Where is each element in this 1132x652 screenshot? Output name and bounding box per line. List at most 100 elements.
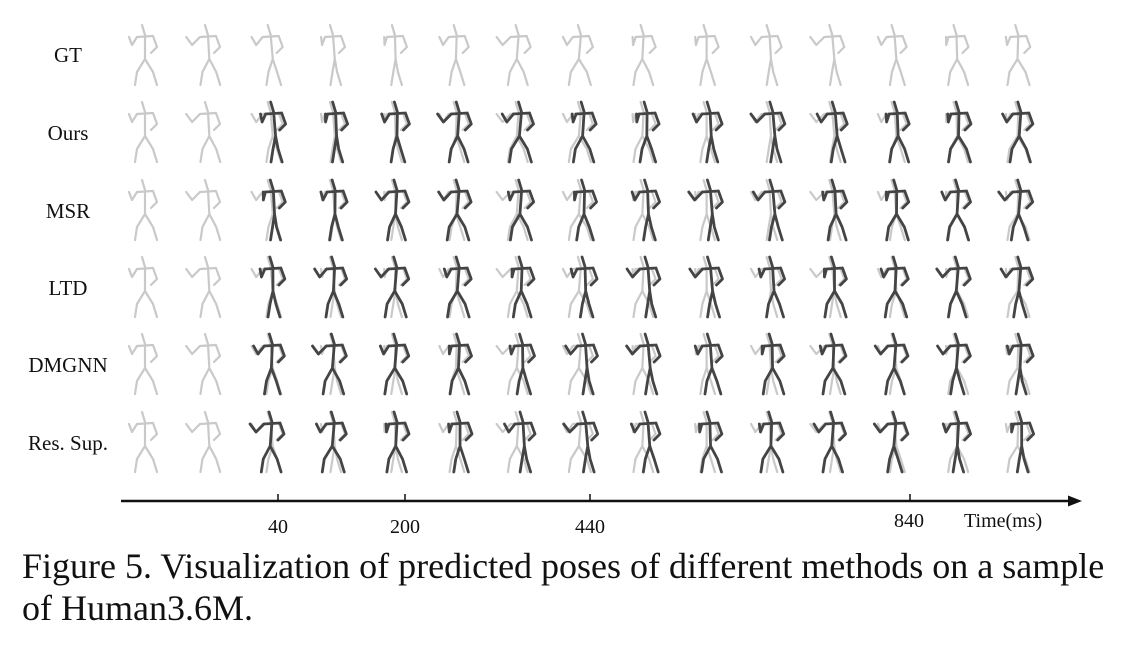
pose-frame — [1004, 332, 1035, 396]
pose-frame — [561, 178, 598, 242]
pose-frame — [749, 178, 787, 242]
pose-frame — [876, 100, 911, 164]
row-label-ltd: LTD — [48, 276, 88, 300]
pose-frame — [809, 410, 848, 474]
pose-frame — [749, 410, 786, 474]
axis-tick-label-200: 200 — [390, 516, 420, 538]
pose-frame — [315, 410, 348, 474]
pose-frame — [438, 410, 474, 474]
pose-frame — [185, 23, 222, 87]
pose-frame — [693, 332, 724, 396]
pose-frame — [438, 332, 473, 396]
pose-frame — [250, 23, 284, 87]
pose-frame — [629, 410, 662, 474]
row-label-gt: GT — [54, 43, 82, 67]
axis-tick-label-40: 40 — [268, 516, 288, 538]
pose-frame — [809, 332, 848, 396]
pose-frame — [631, 23, 657, 87]
pose-frame — [127, 410, 159, 474]
time-axis-arrowhead — [1068, 495, 1082, 507]
pose-frame — [495, 332, 536, 396]
pose-frame — [436, 100, 473, 164]
pose-frame — [373, 255, 411, 319]
pose-frame — [495, 410, 537, 474]
pose-frame — [250, 100, 288, 164]
pose-frame — [625, 255, 662, 319]
pose-frame — [320, 100, 350, 164]
axis-tick-label-840: 840 — [894, 510, 924, 532]
pose-frame — [495, 255, 536, 319]
pose-frame — [561, 255, 599, 319]
pose-frame — [495, 23, 532, 87]
pose-frame — [935, 255, 972, 319]
pose-frame — [319, 178, 349, 242]
pose-frame — [185, 100, 222, 164]
pose-frame — [185, 332, 222, 396]
pose-frame — [374, 178, 411, 242]
pose-frame — [561, 100, 598, 164]
pose-frame — [687, 178, 724, 242]
row-label-ours: Ours — [47, 121, 89, 145]
pose-grid — [121, 23, 1082, 507]
pose-frame — [127, 178, 159, 242]
pose-frame — [694, 23, 720, 87]
pose-frame — [561, 332, 599, 396]
axis-title: Time(ms) — [964, 510, 1043, 532]
pose-frame — [495, 178, 536, 242]
row-label-dmgnn: DMGNN — [28, 353, 108, 377]
pose-frame — [383, 410, 411, 474]
pose-frame — [383, 23, 409, 87]
pose-frame — [749, 332, 786, 396]
pose-frame — [749, 100, 787, 164]
pose-frame — [1001, 100, 1035, 164]
pose-frame — [185, 410, 222, 474]
pose-frame — [1004, 410, 1036, 474]
pose-frame — [495, 100, 535, 164]
pose-frame — [936, 332, 972, 396]
pose-frame — [630, 178, 661, 242]
row-label-res-sup: Res. Sup. — [28, 431, 108, 455]
pose-frame — [809, 23, 846, 87]
pose-frame — [944, 23, 970, 87]
pose-frame — [691, 100, 724, 164]
pose-frame — [320, 23, 347, 87]
pose-frame — [1004, 23, 1032, 87]
pose-frame — [809, 178, 849, 242]
pose-frame — [313, 255, 349, 319]
pose-frame — [688, 255, 724, 319]
pose-frame — [127, 255, 159, 319]
pose-frame — [944, 100, 973, 164]
pose-frame — [127, 100, 159, 164]
pose-frame — [694, 410, 724, 474]
pose-frame — [380, 100, 411, 164]
pose-frame — [876, 178, 911, 242]
pose-frame — [997, 178, 1035, 242]
pose-frame — [248, 410, 286, 474]
pose-frame — [437, 178, 473, 242]
pose-frame — [311, 332, 348, 396]
pose-frame — [250, 255, 287, 319]
pose-frame — [561, 23, 595, 87]
pose-frame — [749, 255, 787, 319]
pose-frame — [378, 332, 411, 396]
pose-frame — [876, 255, 910, 319]
pose-figure: GT Ours MSR LTD DMGNN Res. Sup. 40 200 4… — [28, 23, 1082, 538]
figure-caption: Figure 5. Visualization of predicted pos… — [22, 546, 1105, 628]
pose-frame — [250, 178, 287, 242]
pose-frame — [631, 100, 661, 164]
axis-tick-label-440: 440 — [575, 516, 605, 538]
pose-frame — [809, 100, 849, 164]
pose-frame — [876, 23, 908, 87]
pose-frame — [873, 332, 910, 396]
pose-frame — [438, 23, 470, 87]
pose-frame — [185, 178, 222, 242]
pose-frame — [127, 23, 159, 87]
pose-frame — [809, 255, 848, 319]
pose-frame — [185, 255, 222, 319]
row-label-msr: MSR — [45, 199, 91, 223]
pose-frame — [438, 255, 473, 319]
pose-frame — [999, 255, 1035, 319]
pose-frame — [625, 332, 662, 396]
pose-frame — [940, 178, 972, 242]
pose-frame — [250, 332, 286, 396]
